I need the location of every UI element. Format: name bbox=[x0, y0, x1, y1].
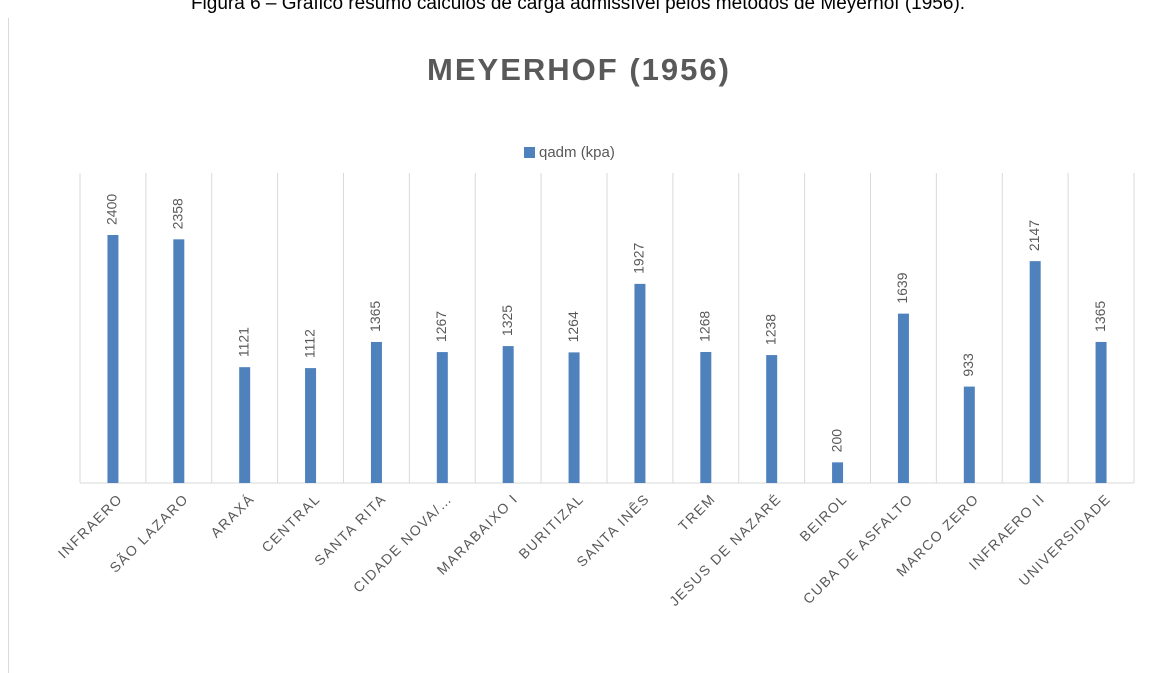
bar bbox=[436, 352, 448, 483]
bar bbox=[239, 367, 251, 483]
x-tick-label: CUBA DE ASFALTO bbox=[800, 490, 917, 607]
x-tick-label: BURITIZAL bbox=[515, 490, 586, 561]
value-label: 1112 bbox=[301, 329, 317, 358]
value-label: 1267 bbox=[433, 311, 449, 342]
x-tick-label: CENTRAL bbox=[258, 490, 323, 555]
value-label: 1365 bbox=[1092, 301, 1108, 332]
x-tick-label: BEIROL bbox=[796, 490, 850, 544]
value-label: 2400 bbox=[104, 194, 120, 225]
legend-swatch bbox=[524, 147, 535, 158]
bar bbox=[832, 462, 844, 483]
x-tick-label: INFRAERO bbox=[55, 490, 126, 561]
value-label: 1264 bbox=[565, 311, 581, 342]
legend-label: qadm (kpa) bbox=[539, 144, 615, 161]
bar bbox=[370, 341, 382, 483]
value-label: 1639 bbox=[894, 272, 910, 303]
value-label: 2358 bbox=[170, 198, 186, 229]
bar bbox=[568, 352, 580, 483]
bar bbox=[634, 283, 646, 483]
x-tick-label: TREM bbox=[675, 490, 719, 534]
bar bbox=[766, 355, 778, 483]
bar bbox=[700, 351, 712, 483]
value-label: 1238 bbox=[762, 314, 778, 345]
bar bbox=[897, 313, 909, 483]
x-tick-label: ARAXÁ bbox=[207, 490, 257, 540]
bar bbox=[305, 368, 317, 483]
value-label: 200 bbox=[828, 429, 844, 453]
bar bbox=[502, 346, 514, 483]
bar bbox=[1029, 261, 1041, 483]
chart-title: MEYERHOF (1956) bbox=[427, 52, 731, 87]
value-label: 1121 bbox=[235, 327, 251, 357]
value-label: 2147 bbox=[1026, 220, 1042, 251]
value-label: 1365 bbox=[367, 301, 383, 332]
value-label: 1268 bbox=[697, 311, 713, 342]
bar bbox=[1095, 341, 1107, 483]
bar bbox=[107, 235, 119, 483]
value-label: 1325 bbox=[499, 305, 515, 336]
figure-caption: Figura 6 – Gráfico resumo cálculos de ca… bbox=[191, 0, 965, 14]
bar bbox=[963, 386, 975, 483]
x-tick-label: JESUS DE NAZARÉ bbox=[666, 490, 785, 609]
value-label: 1927 bbox=[631, 243, 647, 274]
value-label: 933 bbox=[960, 353, 976, 377]
bar bbox=[173, 239, 185, 483]
